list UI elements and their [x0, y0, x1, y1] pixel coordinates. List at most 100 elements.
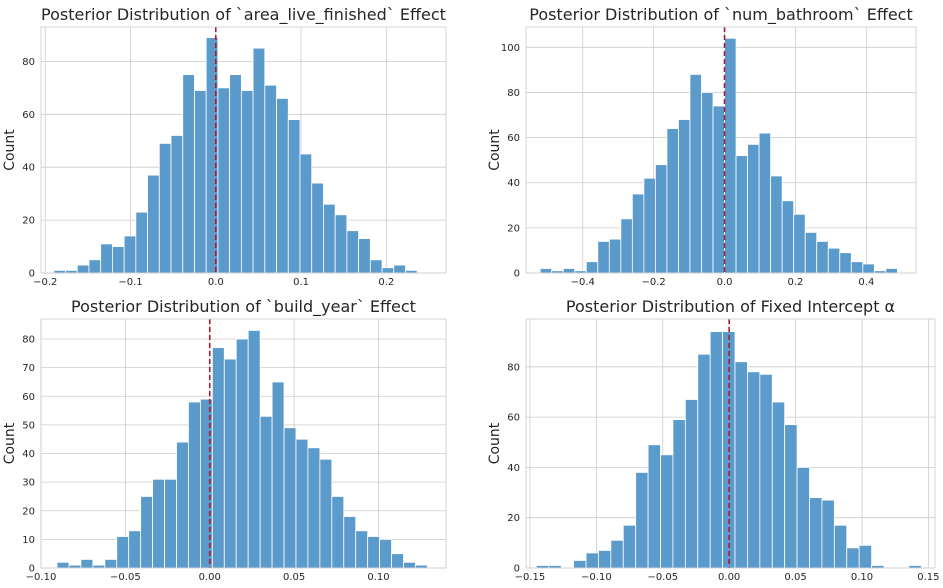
histogram-bar: [379, 538, 392, 569]
y-tick-label: 60: [507, 413, 520, 424]
histogram-bar: [610, 539, 624, 569]
chart-title: Posterior Distribution of Fixed Intercep…: [566, 297, 895, 316]
histogram-bar: [123, 235, 137, 274]
histogram-bar: [672, 419, 686, 569]
histogram-bar: [771, 401, 786, 569]
x-tick-label: 0.15: [917, 572, 939, 583]
histogram-bar: [271, 381, 285, 569]
histogram-bar: [276, 98, 289, 274]
histogram-bar: [369, 259, 383, 274]
y-tick-label: 80: [507, 362, 520, 373]
y-axis-label: Count: [2, 129, 18, 171]
histogram-bar: [666, 128, 679, 274]
histogram-bar: [758, 132, 772, 274]
histogram-bar: [331, 496, 345, 569]
x-tick-label: 0.1: [293, 277, 309, 288]
histogram-bar: [759, 373, 773, 569]
x-tick-label: −0.05: [647, 572, 678, 583]
histogram-bar: [735, 155, 748, 274]
histogram-panel-2: 0 20 40 60 80 100 −0.4 −0.2 0.0 0.2 0.4 Posterior D…: [487, 5, 917, 288]
x-tick-label: 0.10: [367, 572, 389, 583]
histogram-bar: [367, 536, 381, 569]
histogram-bar: [403, 561, 416, 569]
y-tick-label: 60: [507, 133, 520, 144]
histogram-bar: [76, 264, 90, 274]
histogram-bar: [100, 243, 113, 274]
histogram-bar: [334, 214, 348, 274]
histogram-bar: [217, 87, 231, 274]
y-tick-label: 20: [507, 513, 520, 524]
x-tick-label: 0.05: [784, 572, 806, 583]
plot-area-frame: [525, 26, 917, 274]
histogram-bar: [307, 447, 321, 569]
histogram-bar: [608, 238, 622, 274]
histogram-bar: [620, 218, 633, 274]
histogram-bar: [211, 347, 225, 569]
x-tick-label: 0.0: [717, 277, 733, 288]
x-tick-label: −0.1: [118, 277, 142, 288]
histogram-bar: [264, 84, 277, 274]
histogram-bar: [678, 119, 691, 274]
histogram-bar: [647, 444, 661, 569]
histogram-bar: [781, 200, 795, 274]
histogram-bar: [152, 478, 165, 569]
histogram-bar: [631, 193, 645, 274]
histogram-bar: [56, 561, 70, 569]
histogram-bar: [598, 549, 612, 569]
histogram-bar: [660, 454, 674, 569]
histogram-bar: [182, 74, 195, 274]
histogram-bar: [346, 230, 360, 274]
histogram-bar: [712, 105, 725, 274]
histogram-bar: [319, 458, 333, 569]
histogram-bar: [573, 560, 587, 569]
plot-area-frame: [40, 318, 447, 569]
histogram-bar: [158, 142, 172, 274]
histogram-bar: [793, 213, 806, 274]
histogram-panel-1: 0 20 40 60 80 −0.2 −0.1 0.0 0.1 0.2 Posterior Dist…: [2, 5, 447, 288]
chart-title: Posterior Distribution of `area_live_fin…: [41, 5, 446, 25]
histogram-bar: [821, 499, 835, 569]
x-tick-label: −0.10: [26, 572, 57, 583]
histogram-bar: [585, 552, 599, 569]
histogram-bar: [68, 564, 82, 569]
y-tick-label: 40: [507, 463, 520, 474]
histogram-bar: [188, 401, 201, 569]
histogram-bar: [539, 268, 553, 274]
chart-title: Posterior Distribution of `build_year` E…: [71, 297, 416, 317]
x-tick-label: 0.0: [208, 277, 224, 288]
x-tick-label: −0.10: [581, 572, 612, 583]
y-tick-label: 30: [22, 478, 35, 489]
histogram-bar: [235, 338, 249, 569]
x-tick-label: 0.2: [788, 277, 804, 288]
histogram-bar: [128, 530, 142, 569]
histogram-bar: [796, 466, 810, 569]
y-tick-label: 0: [29, 564, 35, 575]
histogram-bar: [415, 564, 428, 569]
histogram-bar: [809, 497, 823, 569]
y-tick-label: 20: [22, 506, 35, 517]
y-tick-label: 100: [501, 43, 520, 54]
histogram-bar: [846, 547, 860, 569]
y-tick-label: 40: [22, 449, 35, 460]
y-tick-label: 40: [507, 178, 520, 189]
histogram-bar: [747, 371, 761, 569]
histogram-bar: [355, 530, 369, 569]
histogram-bar: [112, 246, 125, 274]
histogram-bar: [724, 37, 737, 274]
histogram-bar: [229, 74, 242, 274]
y-tick-label: 0: [514, 269, 520, 280]
histogram-bar: [311, 182, 324, 274]
histogram-bar: [299, 153, 313, 274]
histogram-bar: [747, 143, 760, 274]
histogram-bar: [597, 241, 610, 274]
histogram-bar: [247, 330, 261, 569]
histogram-bar: [858, 544, 872, 569]
x-tick-label: 0.10: [851, 572, 873, 583]
histogram-bar: [643, 177, 656, 274]
x-tick-label: 0.00: [199, 572, 221, 583]
histogram-bar: [223, 358, 237, 569]
histogram-bar: [804, 231, 818, 274]
histogram-bar: [287, 119, 301, 274]
histogram-bar: [92, 564, 106, 569]
histogram-bar: [295, 438, 309, 569]
